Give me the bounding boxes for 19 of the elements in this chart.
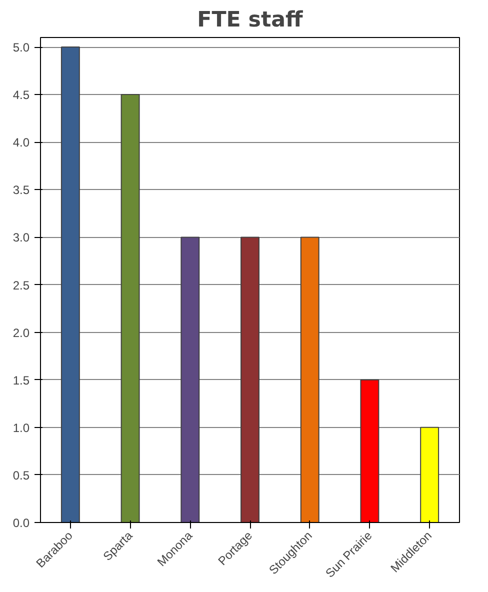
bar <box>420 426 440 522</box>
bar <box>240 236 260 522</box>
y-tick-label: 5.0 <box>12 40 30 55</box>
y-tick-label: 1.0 <box>12 420 30 435</box>
bar <box>300 236 320 522</box>
y-tick-label: 3.5 <box>12 183 30 198</box>
y-tick-label: 4.5 <box>12 88 30 102</box>
y-tick-label: 4.0 <box>12 136 30 150</box>
y-tick-label: 0.0 <box>12 516 30 530</box>
y-tick-label: 3.0 <box>12 230 30 245</box>
y-tick-label: 2.5 <box>12 278 30 292</box>
chart-title: FTE staff <box>197 8 304 32</box>
y-tick-label: 0.5 <box>12 468 30 482</box>
bar <box>360 379 380 522</box>
bar <box>120 94 140 522</box>
y-tick-label: 1.5 <box>12 373 30 388</box>
y-tick-label: 2.0 <box>12 326 30 340</box>
bar <box>60 46 80 522</box>
bar <box>180 236 200 522</box>
